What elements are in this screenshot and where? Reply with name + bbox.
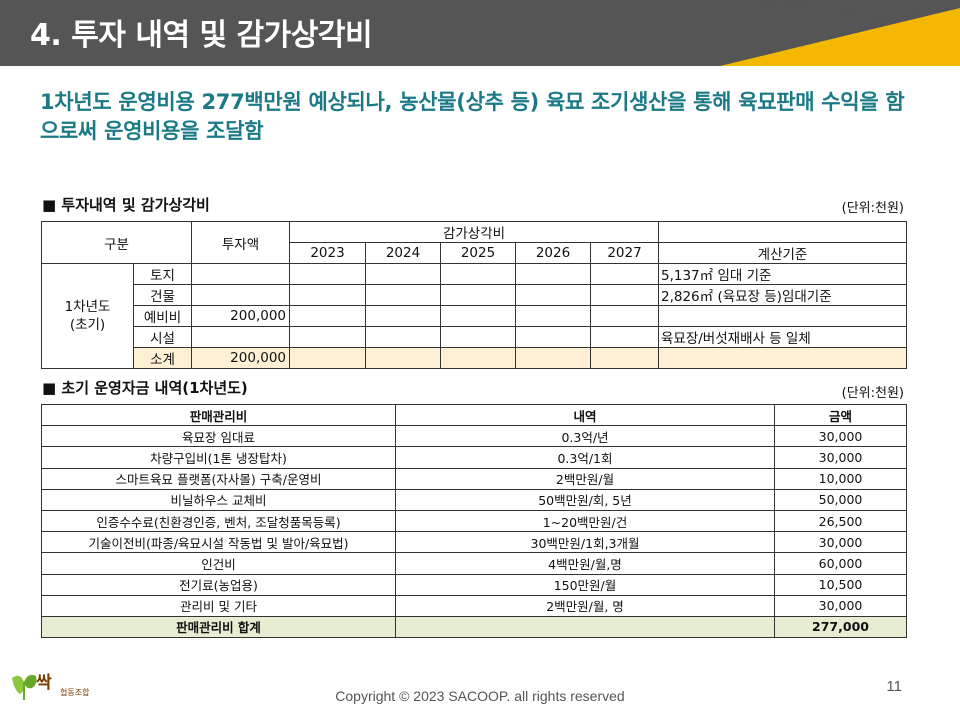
logo-subtext: 협동조합 [60, 688, 90, 697]
section1-title: ■ 투자내역 및 감가상각비 [42, 196, 210, 214]
row-item: 시설 [133, 326, 192, 348]
row-amount: 30,000 [774, 446, 907, 469]
row-item: 토지 [133, 263, 192, 285]
table-row: 육묘장 임대료 0.3억/년 30,000 [41, 425, 907, 448]
row-detail: 4백만원/월,명 [395, 552, 775, 575]
row-detail: 2백만원/월, 명 [395, 594, 775, 617]
row-basis [658, 305, 907, 327]
row-expense: 전기료(농업용) [41, 573, 396, 596]
row-amount: 30,000 [774, 531, 907, 554]
total-detail [395, 615, 775, 639]
row-detail: 0.3억/1회 [395, 446, 775, 469]
row-investment [191, 263, 290, 285]
header-depreciation: 감가상각비 [289, 221, 659, 243]
table-row: 인증수수료(친환경인증, 벤처, 조달청품목등록) 1~20백만원/건 26,500 [41, 509, 907, 533]
row-expense: 비닐하우스 교체비 [41, 488, 396, 511]
section2-title: ■ 초기 운영자금 내역(1차년도) [42, 379, 248, 397]
row-investment: 200,000 [191, 305, 290, 327]
row-expense: 관리비 및 기타 [41, 594, 396, 617]
row-investment [191, 326, 290, 348]
row-expense: 스마트육묘 플랫폼(자사몰) 구축/운영비 [41, 467, 396, 490]
subtotal-investment: 200,000 [191, 347, 290, 369]
header-expense: 판매관리비 [41, 403, 396, 427]
row-detail: 50백만원/회, 5년 [395, 488, 775, 511]
table-row: 인건비 4백만원/월,명 60,000 [41, 552, 907, 575]
header-year: 2024 [365, 242, 441, 264]
subtotal-label: 소계 [133, 347, 192, 369]
page-title: 4. 투자 내역 및 감가상각비 [30, 18, 373, 53]
row-amount: 50,000 [774, 488, 907, 511]
row-basis: 5,137㎡ 임대 기준 [658, 263, 907, 285]
table-row: 기술이전비(파종/육묘시설 작동법 및 발아/육묘법) 30백만원/1회,3개월 3… [41, 531, 907, 554]
row-detail: 1~20백만원/건 [395, 509, 775, 533]
row-basis: 육묘장/버섯재배사 등 일체 [658, 326, 907, 348]
row-amount: 26,500 [774, 509, 907, 533]
total-label: 판매관리비 합계 [41, 615, 396, 639]
section1-unit: (단위:천원) [841, 201, 904, 216]
row-expense: 인증수수료(친환경인증, 벤처, 조달청품목등록) [41, 509, 396, 533]
header-background [0, 0, 960, 66]
row-amount: 60,000 [774, 552, 907, 575]
header-detail: 내역 [395, 403, 775, 427]
sacoop-logo [12, 674, 37, 700]
header-basis: 계산기준 [658, 242, 907, 264]
table-row: 전기료(농업용) 150만원/월 10,500 [41, 573, 907, 596]
page-number: 11 [886, 678, 902, 695]
row-amount: 30,000 [774, 425, 907, 448]
table-row: 스마트육묘 플랫폼(자사몰) 구축/운영비 2백만원/월 10,000 [41, 467, 907, 490]
group-label: 1차년도 (초기) [41, 263, 134, 369]
subtotal-basis [658, 347, 907, 369]
row-amount: 10,500 [774, 573, 907, 596]
header-year: 2026 [515, 242, 591, 264]
row-amount: 30,000 [774, 594, 907, 617]
row-expense: 인건비 [41, 552, 396, 575]
row-investment [191, 284, 290, 306]
header-band: 4. 투자 내역 및 감가상각비 [0, 0, 960, 66]
logo-text: 싹 [36, 673, 52, 693]
header-blank [658, 221, 907, 243]
row-expense: 차량구입비(1톤 냉장탑차) [41, 446, 396, 469]
table-row: 차량구입비(1톤 냉장탑차) 0.3억/1회 30,000 [41, 446, 907, 469]
page-subtitle: 1차년도 운영비용 277백만원 예상되나, 농산물(상추 등) 육묘 조기생산… [40, 90, 905, 143]
table-row: 비닐하우스 교체비 50백만원/회, 5년 50,000 [41, 488, 907, 511]
header-year: 2027 [590, 242, 659, 264]
header-amount: 금액 [774, 403, 907, 427]
row-detail: 150만원/월 [395, 573, 775, 596]
row-expense: 육묘장 임대료 [41, 425, 396, 448]
investment-table: 구분 투자액 감가상각비 2023 2024 2025 2026 2027 계산… [41, 221, 907, 369]
row-expense: 기술이전비(파종/육묘시설 작동법 및 발아/육묘법) [41, 531, 396, 554]
operating-funds-table: 판매관리비 내역 금액 육묘장 임대료 0.3억/년 30,000 차량구입비(1톤 … [41, 403, 907, 639]
row-basis: 2,826㎡ (육묘장 등)임대기준 [658, 284, 907, 306]
row-amount: 10,000 [774, 467, 907, 490]
section2-unit: (단위:천원) [841, 386, 904, 401]
header-investment: 투자액 [191, 221, 290, 264]
total-amount: 277,000 [774, 615, 907, 639]
row-detail: 0.3억/년 [395, 425, 775, 448]
header-year: 2023 [289, 242, 366, 264]
row-detail: 2백만원/월 [395, 467, 775, 490]
copyright: Copyright © 2023 SACOOP. all rights rese… [335, 688, 625, 704]
row-item: 예비비 [133, 305, 192, 327]
header-category: 구분 [41, 221, 192, 264]
table-row: 관리비 및 기타 2백만원/월, 명 30,000 [41, 594, 907, 617]
header-year: 2025 [440, 242, 516, 264]
row-detail: 30백만원/1회,3개월 [395, 531, 775, 554]
row-item: 건물 [133, 284, 192, 306]
